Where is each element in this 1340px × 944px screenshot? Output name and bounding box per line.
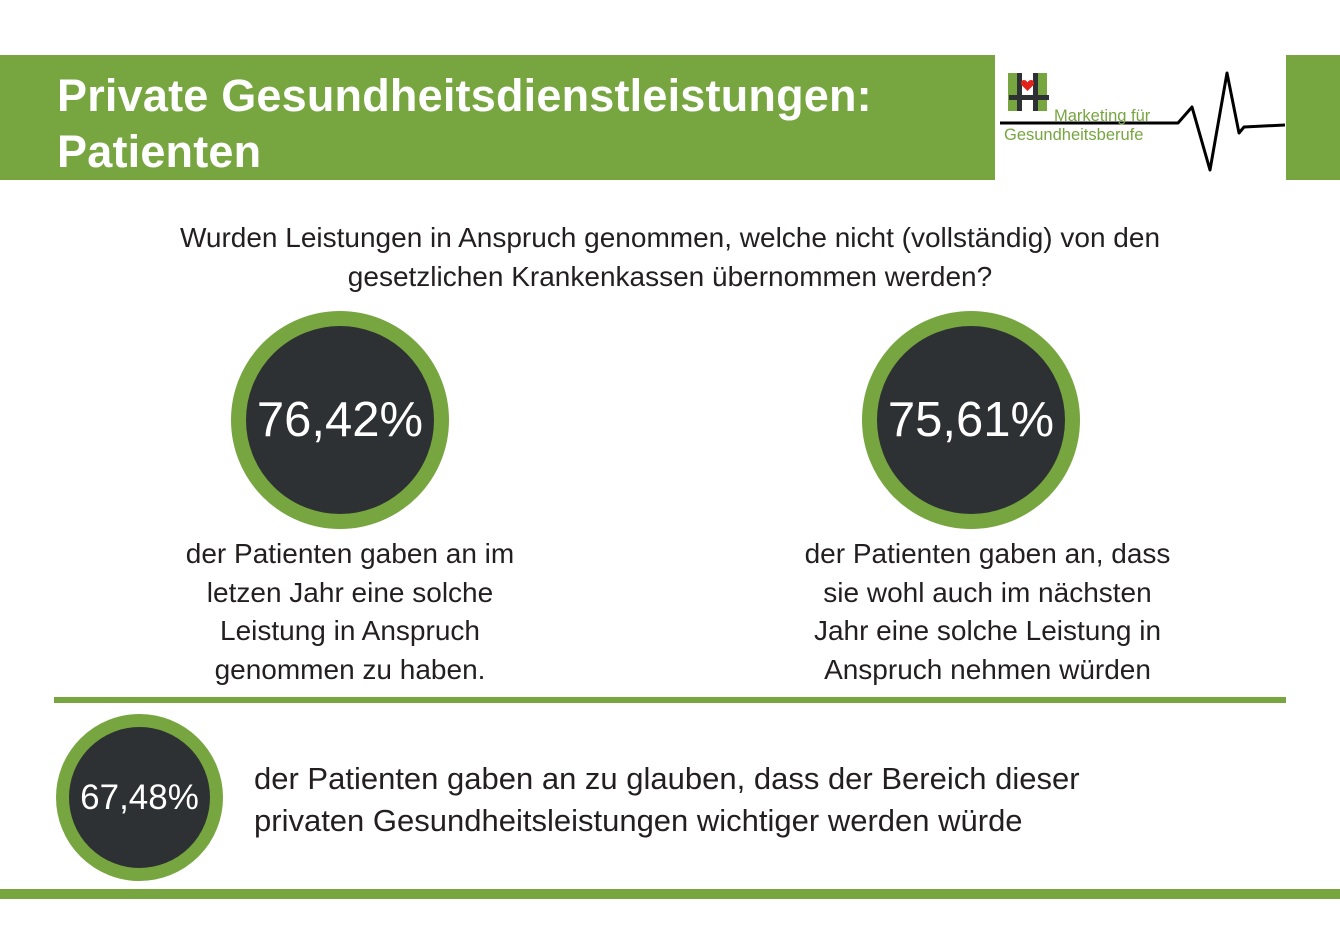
header-band	[0, 55, 995, 180]
footer-band	[0, 889, 1340, 899]
stat-description-1: der Patienten gaben an im letzen Jahr ei…	[140, 535, 560, 689]
stat-2-line-3: Jahr eine solche Leistung in	[813, 615, 1162, 646]
header-right-band	[1286, 55, 1340, 180]
title-line-1: Private Gesundheitsdienstleistungen:	[57, 70, 872, 121]
heartbeat-line-icon	[1000, 71, 1286, 172]
logo-monogram	[1008, 73, 1049, 111]
stat-description-2: der Patienten gaben an, dass sie wohl au…	[770, 535, 1205, 689]
stat-2-line-2: sie wohl auch im nächsten	[823, 576, 1152, 608]
brand-logo: Marketing für Gesundheitsberufe	[998, 55, 1286, 180]
stat-description-3: der Patienten gaben an zu glauben, dass …	[254, 758, 1080, 842]
stat-circle-2: 75,61%	[862, 311, 1080, 529]
stat-1-line-2: letzen Jahr eine solche	[206, 576, 494, 608]
stat-3-line-1: der Patienten gaben an zu glauben, dass …	[254, 761, 1080, 796]
survey-question: Wurden Leistungen in Anspruch genommen, …	[70, 218, 1270, 296]
stat-2-line-1: der Patienten gaben an, dass	[804, 538, 1171, 569]
logo-graphic	[1000, 71, 1286, 172]
question-line-2: gesetzlichen Krankenkassen übernommen we…	[347, 261, 993, 292]
logo-text-line-2: Gesundheitsberufe	[1004, 126, 1144, 144]
stat-circle-1: 76,42%	[231, 311, 449, 529]
section-divider	[54, 697, 1286, 703]
stat-3-line-2: privaten Gesundheitsleistungen wichtiger…	[254, 803, 1023, 838]
stat-circle-3: 67,48%	[56, 714, 223, 881]
stat-value-2: 75,61%	[887, 393, 1055, 447]
stat-1-line-3: Leistung in Anspruch	[220, 615, 480, 646]
page-title: Private Gesundheitsdienstleistungen: Pat…	[57, 68, 872, 180]
stat-2-line-4: Anspruch nehmen würden	[824, 653, 1151, 685]
stat-value-3: 67,48%	[80, 777, 199, 817]
stat-value-1: 76,42%	[256, 393, 424, 447]
stat-1-line-4: genommen zu haben.	[214, 653, 486, 685]
question-line-1: Wurden Leistungen in Anspruch genommen, …	[179, 222, 1161, 253]
heart-icon	[1020, 80, 1035, 91]
stat-1-line-1: der Patienten gaben an im	[185, 538, 515, 569]
logo-text-line-1: Marketing für	[1054, 107, 1151, 125]
title-line-2: Patienten	[57, 126, 262, 177]
